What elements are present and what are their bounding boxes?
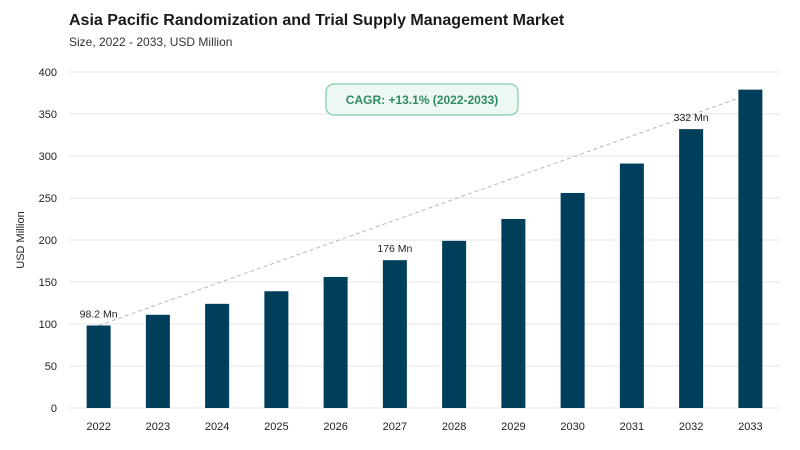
bar-2030 xyxy=(560,192,585,408)
trend-line-layer xyxy=(98,89,763,326)
y-axis-label: USD Million xyxy=(15,211,27,268)
trend-line xyxy=(98,89,763,326)
cagr-badge xyxy=(325,83,519,116)
data-labels: 98.2 Mn 176 Mn 332 Mn xyxy=(80,112,709,320)
gridlines xyxy=(69,71,780,409)
x-axis-ticks: 2022 2023 2024 2025 2026 2027 2028 2029 2030 2031… xyxy=(86,421,762,433)
data-label: 98.2 Mn xyxy=(80,309,118,321)
x-tick-label: 2031 xyxy=(620,421,644,433)
bar-2027 xyxy=(382,260,407,408)
bar-2033 xyxy=(738,89,763,408)
x-tick-label: 2028 xyxy=(442,421,466,433)
x-tick-label: 2024 xyxy=(205,421,229,433)
y-tick-label: 200 xyxy=(39,235,57,247)
cagr-annotation: CAGR: +13.1% (2022-2033) xyxy=(325,83,519,116)
y-tick-label: 0 xyxy=(51,403,57,415)
y-tick-label: 150 xyxy=(39,277,57,289)
y-tick-label: 300 xyxy=(39,151,57,163)
y-tick-label: 100 xyxy=(39,319,57,331)
data-label: 332 Mn xyxy=(674,112,709,124)
cagr-label: CAGR: +13.1% (2022-2033) xyxy=(346,93,498,107)
x-tick-label: 2033 xyxy=(738,421,762,433)
bar-2026 xyxy=(323,276,348,408)
x-tick-label: 2022 xyxy=(86,421,110,433)
bar-2022 xyxy=(86,325,111,408)
y-tick-label: 250 xyxy=(39,193,57,205)
x-tick-label: 2023 xyxy=(146,421,170,433)
chart-subtitle: Size, 2022 - 2033, USD Million xyxy=(69,35,233,49)
x-tick-label: 2029 xyxy=(501,421,525,433)
bar-2032 xyxy=(679,129,704,408)
x-tick-label: 2030 xyxy=(560,421,584,433)
bar-2023 xyxy=(145,314,170,408)
y-tick-label: 50 xyxy=(45,361,57,373)
chart-title: Asia Pacific Randomization and Trial Sup… xyxy=(69,12,565,29)
bar-2024 xyxy=(205,303,230,408)
data-label: 176 Mn xyxy=(377,243,412,255)
bar-2025 xyxy=(264,291,289,408)
bar-2031 xyxy=(619,163,644,408)
x-tick-label: 2026 xyxy=(323,421,347,433)
y-tick-label: 350 xyxy=(39,109,57,121)
bar-2029 xyxy=(501,219,526,408)
x-tick-label: 2027 xyxy=(383,421,407,433)
y-tick-label: 400 xyxy=(39,67,57,79)
x-tick-label: 2025 xyxy=(264,421,288,433)
bars xyxy=(86,89,763,408)
y-axis-ticks: 0 50 100 150 200 250 300 350 400 xyxy=(39,67,57,415)
bar-2028 xyxy=(442,240,467,408)
x-tick-label: 2032 xyxy=(679,421,703,433)
